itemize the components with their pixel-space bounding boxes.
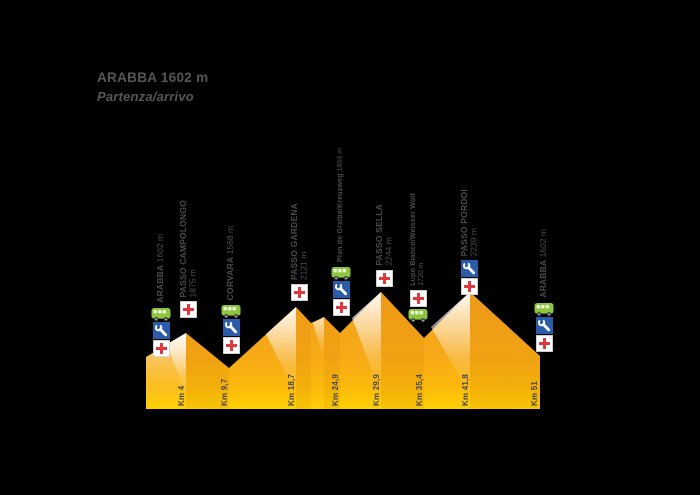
km-marker: Km 24,9 bbox=[331, 373, 340, 406]
waypoint-lupo-bianco: Lupo Bianco/Weisser Wolf 1720 m bbox=[408, 193, 428, 322]
km-marker: Km 35,4 bbox=[415, 373, 424, 406]
first-aid-cross-icon bbox=[333, 299, 350, 316]
km-marker: Km 4 bbox=[177, 385, 186, 406]
chart-title-block: ARABBA 1602 m Partenza/arrivo bbox=[97, 70, 208, 104]
first-aid-cross-icon bbox=[461, 278, 478, 295]
first-aid-cross-icon bbox=[180, 301, 197, 318]
page-title: ARABBA 1602 m bbox=[97, 70, 209, 85]
shuttle-bus-icon bbox=[534, 302, 554, 317]
waypoint-passo-sella: PASSO SELLA 2244 m bbox=[374, 204, 394, 287]
waypoint-label: PASSO CAMPOLONGO 1875 m bbox=[177, 199, 198, 298]
first-aid-cross-icon bbox=[410, 290, 427, 307]
waypoint-corvara: CORVARA1568 m bbox=[221, 226, 241, 354]
km-marker: Km 51 bbox=[530, 380, 539, 406]
shuttle-bus-icon bbox=[331, 266, 351, 281]
first-aid-cross-icon bbox=[153, 340, 170, 357]
wrench-icon bbox=[333, 281, 350, 298]
shuttle-bus-icon bbox=[151, 307, 171, 322]
shuttle-bus-icon bbox=[408, 308, 428, 323]
km-marker: Km 9,7 bbox=[220, 378, 229, 406]
wrench-icon bbox=[223, 319, 240, 336]
waypoint-label: ARABBA1602 m bbox=[155, 234, 166, 303]
waypoint-plan-de-gralba: Plan de Gralba/Kreuzweg1868 m bbox=[331, 148, 351, 316]
first-aid-cross-icon bbox=[376, 270, 393, 287]
waypoint-label: Lupo Bianco/Weisser Wolf 1720 m bbox=[410, 193, 425, 286]
waypoint-label: PASSO PORDOI 2239 m bbox=[458, 188, 479, 256]
wrench-icon bbox=[153, 322, 170, 339]
first-aid-cross-icon bbox=[536, 335, 553, 352]
waypoint-label: PASSO GARDENA 2121 m bbox=[288, 202, 309, 280]
page-subtitle: Partenza/arrivo bbox=[97, 89, 194, 104]
waypoint-passo-pordoi: PASSO PORDOI 2239 m bbox=[459, 189, 479, 295]
waypoint-label: CORVARA1568 m bbox=[225, 225, 236, 300]
waypoint-arabba-finish: ARABBA1602 m bbox=[534, 229, 554, 352]
first-aid-cross-icon bbox=[223, 337, 240, 354]
waypoint-label: PASSO SELLA 2244 m bbox=[373, 204, 394, 266]
waypoint-label: Plan de Gralba/Kreuzweg1868 m bbox=[337, 148, 344, 262]
waypoint-passo-gardena: PASSO GARDENA 2121 m bbox=[289, 203, 309, 301]
waypoint-arabba-start: ARABBA1602 m bbox=[151, 234, 171, 357]
shuttle-bus-icon bbox=[221, 304, 241, 319]
waypoint-passo-campolongo: PASSO CAMPOLONGO 1875 m bbox=[178, 200, 198, 319]
km-marker: Km 41,8 bbox=[461, 373, 470, 406]
waypoint-label: ARABBA1602 m bbox=[538, 229, 549, 298]
km-marker: Km 29,9 bbox=[372, 373, 381, 406]
wrench-icon bbox=[536, 317, 553, 334]
km-marker: Km 18,7 bbox=[287, 373, 296, 406]
descent-shading bbox=[186, 292, 540, 409]
wrench-icon bbox=[461, 260, 478, 277]
first-aid-cross-icon bbox=[291, 284, 308, 301]
